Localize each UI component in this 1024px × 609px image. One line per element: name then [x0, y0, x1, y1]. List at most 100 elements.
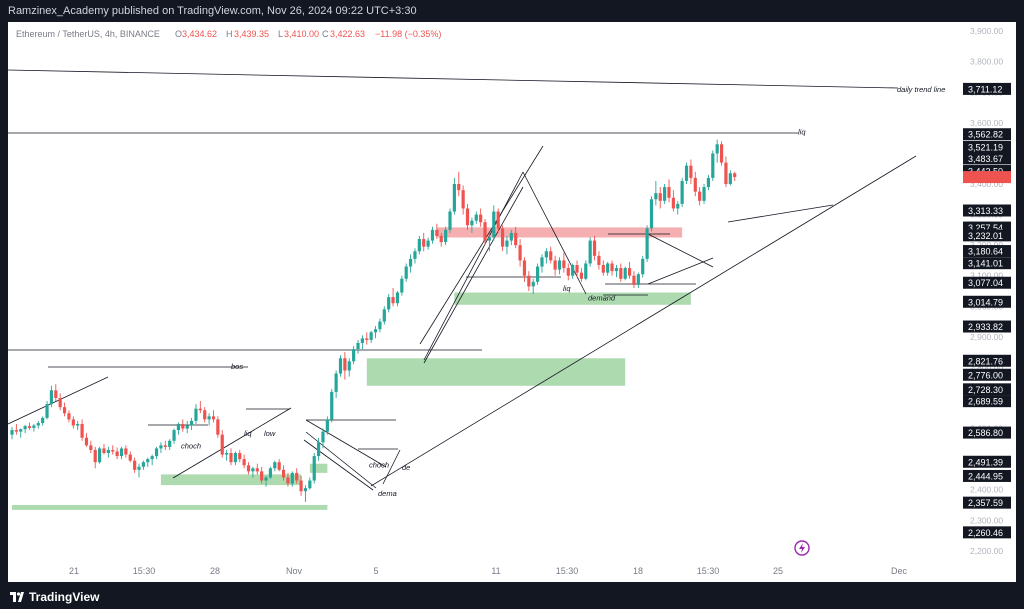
price-tag: 2,357.59 — [968, 498, 1003, 508]
candle-body — [189, 420, 194, 426]
candle-body — [654, 193, 658, 200]
candle-body — [352, 349, 356, 362]
candle-body — [273, 462, 277, 469]
candle-body — [194, 408, 198, 421]
candle-body — [645, 228, 649, 259]
candle-body — [579, 272, 583, 279]
price-tag: 3,077.04 — [968, 278, 1003, 288]
inner-uptrend-line — [423, 186, 524, 364]
candle-body — [584, 263, 588, 279]
candle-body — [540, 257, 544, 267]
candle-body — [334, 373, 338, 392]
price-tag-box — [963, 82, 1011, 95]
annotation-label: liq — [563, 284, 571, 293]
replay-icon[interactable] — [794, 540, 810, 556]
candle-body — [67, 413, 71, 420]
price-tag-box — [963, 204, 1011, 217]
y-tick-label: 3,900.00 — [970, 26, 1003, 36]
price-tag-box — [963, 229, 1011, 242]
candle-body — [619, 268, 623, 279]
candle-body — [676, 203, 680, 209]
candle-body — [557, 260, 562, 270]
candlestick-chart[interactable]: daily trend line liq bos choch liq low choch de… — [7, 22, 1016, 582]
x-tick-label: 25 — [773, 566, 783, 576]
price-tag: 2,933.82 — [968, 322, 1003, 332]
publisher-header: Ramzinex_Academy published on TradingVie… — [0, 0, 1024, 22]
candle-body — [553, 260, 557, 270]
candle-body — [325, 419, 329, 432]
tradingview-logo[interactable]: TradingView — [10, 589, 99, 605]
candle-body — [413, 251, 417, 259]
price-tag: 3,180.64 — [968, 247, 1003, 257]
candle-body — [698, 191, 702, 201]
candle-body — [435, 229, 439, 236]
price-tag: 3,562.82 — [968, 130, 1003, 140]
x-tick-label: 21 — [69, 566, 79, 576]
candle-body — [176, 423, 181, 431]
price-tag: 2,586.80 — [968, 428, 1003, 438]
candle-body — [207, 416, 211, 420]
legend-open-label: O — [175, 29, 182, 39]
wedge2-lower — [305, 431, 377, 489]
chart-area[interactable]: daily trend line liq bos choch liq low choch de… — [7, 22, 1016, 582]
candle-body — [373, 329, 378, 333]
candle-body — [268, 468, 273, 478]
legend: Ethereum / TetherUS, 4h, BINANCE O 3,434… — [16, 29, 441, 39]
rise-line-a — [423, 171, 524, 361]
candle-body — [715, 144, 719, 154]
candle-body — [41, 417, 45, 424]
legend-high-label: H — [226, 29, 233, 39]
candle-body — [71, 419, 75, 426]
candle-body — [417, 239, 421, 252]
y-tick-label: 3,800.00 — [970, 57, 1003, 67]
price-tag: 3,711.12 — [968, 84, 1002, 94]
price-tag-box — [963, 140, 1011, 153]
candle-body — [395, 292, 400, 304]
candle-body — [251, 468, 255, 472]
annotation-label: liq — [244, 429, 252, 438]
candle-body — [119, 448, 124, 457]
candle-body — [203, 410, 207, 420]
candle-body — [391, 297, 395, 304]
price-tag-box — [963, 320, 1011, 333]
y-tick-label: 2,900.00 — [970, 332, 1003, 342]
candle-body — [426, 240, 430, 247]
candle-body — [400, 278, 404, 293]
price-tag-box — [963, 257, 1011, 270]
candle-body — [281, 469, 286, 478]
candle-body — [330, 391, 334, 420]
price-tag-box — [963, 426, 1011, 439]
candle-body — [387, 297, 391, 310]
candle-body — [360, 338, 364, 343]
candle-body — [290, 472, 294, 484]
footer-bar: TradingView — [0, 586, 1024, 609]
drawings-layer — [7, 69, 917, 491]
price-tag: 2,821.76 — [968, 356, 1003, 366]
y-tick-label: 2,200.00 — [970, 546, 1003, 556]
y-tick-label: 3,400.00 — [970, 179, 1003, 189]
legend-low: 3,410.00 — [284, 29, 319, 39]
candle-body — [649, 199, 654, 229]
candle-body — [492, 211, 496, 238]
candle-body — [343, 358, 347, 371]
candle-body — [277, 462, 281, 470]
candle-body — [365, 338, 369, 340]
price-tag: 2,260.46 — [968, 528, 1003, 538]
legend-open: 3,434.62 — [182, 29, 217, 39]
demand-zone-5 — [12, 504, 328, 510]
price-tag: 3,014.79 — [968, 297, 1003, 307]
candle-body — [369, 332, 373, 340]
candle-body — [479, 214, 483, 223]
candle-body — [211, 416, 216, 420]
annotation-label: choch — [369, 461, 389, 470]
candle-body — [159, 445, 163, 449]
price-tag: 3,521.19 — [968, 142, 1003, 152]
candle-body — [49, 390, 54, 405]
legend-low-label: L — [278, 29, 283, 39]
annotation-label: daily trend line — [897, 85, 945, 94]
candle-body — [601, 265, 605, 273]
candle-body — [382, 309, 386, 322]
left-trend-line — [7, 376, 109, 425]
annotation-label: choch — [181, 441, 201, 450]
y-tick-label: 2,800.00 — [970, 362, 1003, 372]
